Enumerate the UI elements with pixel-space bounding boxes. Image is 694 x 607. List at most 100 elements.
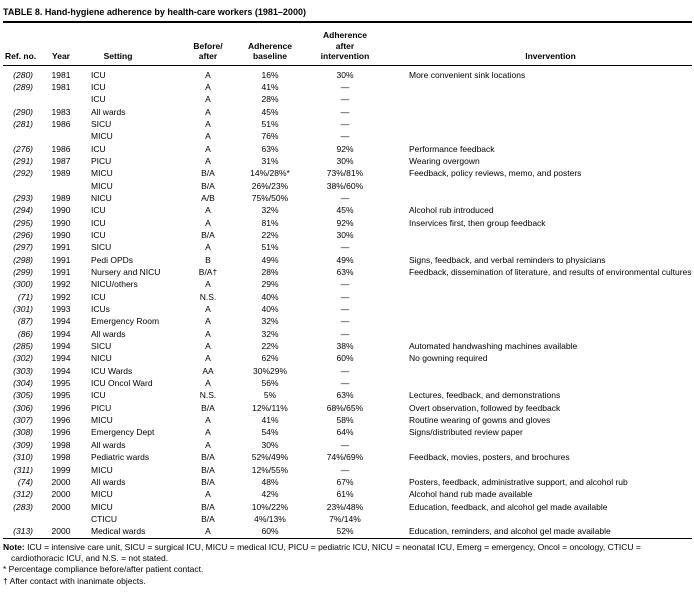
before-after-cell: A [205, 242, 211, 253]
table-row: (311) 1999 MICU B/A 12%/55% — [3, 464, 692, 476]
adherence-after-cell: — [340, 106, 350, 117]
ref-no-cell: (291) [13, 155, 33, 166]
table-row: CTICU B/A 4%/13% 7%/14% [3, 513, 692, 525]
intervention-cell: Overt observation, followed by feedback [409, 402, 561, 413]
table-row: (306) 1996 PICU B/A 12%/11% 68%/65% Overt obse… [3, 402, 692, 414]
intervention-cell: More convenient sink locations [409, 69, 526, 80]
adherence-after-cell: 49% [336, 254, 354, 265]
adherence-baseline-cell: 51% [261, 118, 279, 129]
ref-no-cell [3, 180, 41, 192]
ref-no-cell: (292) [13, 168, 33, 179]
ref-no-cell: (74) [17, 476, 33, 487]
intervention-cell [381, 365, 692, 377]
table-row: (281) 1986 SICU A 51% — [3, 118, 692, 130]
adherence-after-cell: 63% [336, 267, 354, 277]
adherence-baseline-cell: 54% [261, 427, 279, 438]
before-after-cell: A [205, 341, 211, 352]
col-header-ref-no: Ref. no. [3, 23, 41, 66]
before-after-cell: A [205, 205, 211, 216]
setting-cell: Pediatric wards [91, 452, 150, 463]
table-body: (280) 1981 ICU A 16% 30% More convenient sink … [3, 65, 692, 538]
intervention-cell [381, 464, 692, 476]
ref-no-cell: (276) [13, 143, 33, 154]
adherence-baseline-cell: 28% [261, 94, 279, 105]
adherence-after-cell: — [340, 279, 350, 290]
table-row: (303) 1994 ICU Wards AA 30%29% — [3, 365, 692, 377]
before-after-cell: N.S. [199, 390, 217, 401]
before-after-cell: A [205, 279, 211, 290]
intervention-cell [381, 192, 692, 204]
before-after-cell: B/A [201, 513, 215, 524]
intervention-cell [381, 106, 692, 118]
col-header-adherence-after: Adherence after intervention [309, 23, 381, 66]
setting-cell: PICU [91, 155, 112, 166]
table-row: (298) 1991 Pedi OPDs B 49% 49% Signs, feedback… [3, 254, 692, 266]
adherence-baseline-cell: 32% [261, 316, 279, 327]
col-header-adherence-baseline: Adherence baseline [231, 23, 309, 66]
year-cell: 2000 [51, 476, 71, 487]
before-after-cell: A [205, 489, 211, 500]
adherence-baseline-cell: 32% [261, 205, 279, 216]
intervention-cell: Posters, feedback, administrative suppor… [409, 476, 628, 487]
adherence-baseline-cell: 48% [261, 476, 279, 487]
intervention-cell: Alcohol hand rub made available [409, 489, 533, 500]
table-row: (280) 1981 ICU A 16% 30% More convenient sink … [3, 65, 692, 81]
adherence-after-cell: 52% [336, 526, 354, 537]
table-row: (299) 1991 Nursery and NICU B/A† 28% 63% Feedb… [3, 266, 692, 278]
adherence-after-cell: 68%/65% [326, 402, 364, 413]
intervention-cell [381, 291, 692, 303]
intervention-cell [381, 180, 692, 192]
before-after-cell: A [205, 217, 211, 228]
before-after-cell: A [205, 81, 211, 92]
before-after-cell: A [205, 526, 211, 537]
ref-no-cell: (281) [13, 118, 33, 129]
before-after-cell: A [205, 155, 211, 166]
adherence-after-cell: 74%/69% [326, 452, 364, 463]
setting-cell: PICU [91, 402, 112, 413]
table-row: (297) 1991 SICU A 51% — [3, 241, 692, 253]
before-after-cell: A [205, 316, 211, 327]
adherence-after-cell: — [340, 242, 350, 253]
adherence-baseline-cell: 22% [261, 341, 279, 352]
year-cell: 1986 [51, 118, 71, 129]
header-row: Ref. no. Year Setting Before/ after Adhe… [3, 23, 692, 66]
adherence-after-cell: 38%/60% [326, 180, 364, 191]
intervention-cell [381, 93, 692, 105]
ref-no-cell: (71) [17, 291, 33, 302]
year-cell: 1994 [51, 353, 71, 364]
year-cell: 1991 [51, 254, 71, 265]
year-cell: 1992 [51, 291, 71, 302]
setting-cell: ICU [91, 143, 106, 154]
before-after-cell: A [205, 353, 211, 364]
ref-no-cell: (283) [13, 501, 33, 512]
year-cell: 1981 [51, 81, 71, 92]
table-row: (276) 1986 ICU A 63% 92% Performance feedback [3, 143, 692, 155]
setting-cell: All wards [91, 476, 126, 487]
intervention-cell: Automated handwashing machines available [409, 341, 578, 352]
year-cell: 1989 [51, 192, 71, 203]
setting-cell: Pedi OPDs [91, 254, 134, 265]
adherence-after-cell: 60% [336, 353, 354, 364]
adherence-after-cell: 92% [336, 217, 354, 228]
table-row: (290) 1983 All wards A 45% — [3, 106, 692, 118]
ref-no-cell: (312) [13, 489, 33, 500]
table-notes: Note: ICU = intensive care unit, SICU = … [3, 539, 692, 588]
note-text: ICU = intensive care unit, SICU = surgic… [11, 541, 641, 563]
adherence-after-cell: — [340, 291, 350, 302]
col-header-intervention: Invervention [381, 23, 692, 66]
setting-cell: NICU [91, 192, 112, 203]
before-after-cell: B/A [201, 168, 215, 179]
setting-cell: ICUs [91, 304, 110, 315]
table-row: (292) 1989 MICU B/A 14%/28%* 73%/81% Feedback,… [3, 167, 692, 179]
adherence-baseline-cell: 40% [261, 304, 279, 315]
ref-no-cell: (307) [13, 415, 33, 426]
table-row: (312) 2000 MICU A 42% 61% Alcohol hand rub mad… [3, 488, 692, 500]
before-after-cell: A [205, 427, 211, 438]
ref-no-cell: (310) [13, 452, 33, 463]
before-after-cell: A [205, 304, 211, 315]
year-cell [41, 93, 81, 105]
intervention-cell: Feedback, movies, posters, and brochures [409, 452, 570, 463]
intervention-cell: Performance feedback [409, 143, 495, 154]
adherence-after-cell: 30% [336, 229, 354, 240]
ref-no-cell: (309) [13, 439, 33, 450]
